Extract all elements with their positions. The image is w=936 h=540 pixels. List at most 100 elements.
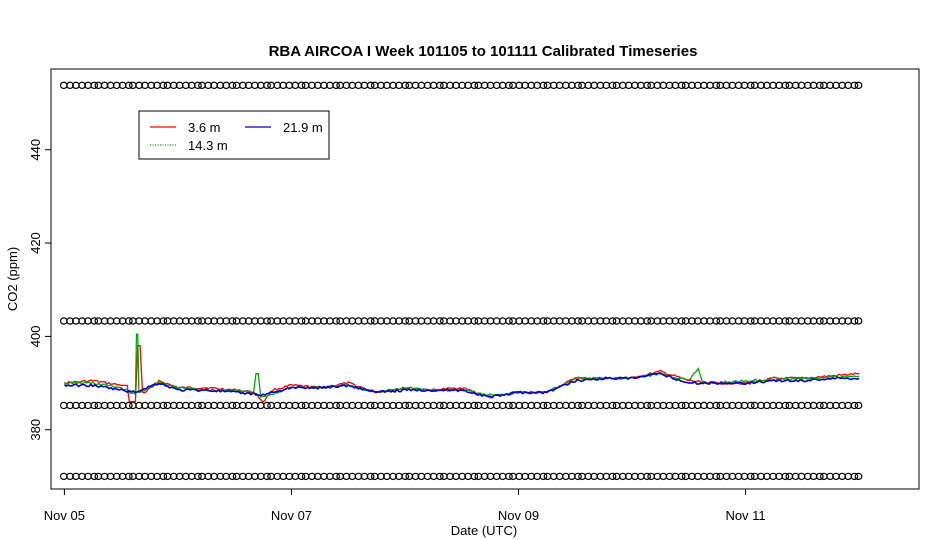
marker-circle <box>320 317 328 325</box>
series-lines <box>63 333 860 403</box>
marker-circle <box>539 472 548 481</box>
y-tick-label: 440 <box>28 139 43 161</box>
marker-circle <box>308 317 316 325</box>
marker-circle <box>688 317 696 325</box>
marker-circle <box>159 81 168 90</box>
marker-circle <box>124 81 133 90</box>
marker-circle <box>608 317 617 325</box>
marker-circle <box>791 472 800 481</box>
marker-circle <box>169 401 178 410</box>
marker-circle <box>285 81 294 90</box>
plot-frame <box>50 68 920 490</box>
marker-circle <box>643 401 651 410</box>
marker-circle <box>584 317 593 325</box>
marker-circle <box>263 401 271 410</box>
marker-circle <box>803 401 812 410</box>
x-tick-label: Nov 11 <box>725 508 765 523</box>
marker-circle <box>653 401 662 410</box>
marker-circle <box>124 472 133 481</box>
marker-circle <box>722 401 731 410</box>
chart-title: RBA AIRCOA I Week 101105 to 101111 Calib… <box>269 43 698 60</box>
y-axis-label: CO2 (ppm) <box>5 247 20 311</box>
marker-circle <box>781 472 790 481</box>
marker-circle <box>159 472 168 481</box>
marker-circle <box>228 472 237 481</box>
marker-circle <box>320 472 328 481</box>
marker-circle <box>665 317 674 325</box>
marker-circle <box>308 401 316 410</box>
marker-circle <box>850 472 859 481</box>
marker-circle <box>505 472 513 481</box>
marker-circle <box>688 472 696 481</box>
marker-circle <box>458 472 467 481</box>
marker-circle <box>722 472 731 481</box>
marker-circle <box>366 401 375 410</box>
y-tick-label: 400 <box>28 326 43 348</box>
marker-circle <box>826 317 834 325</box>
marker-circle <box>596 81 605 90</box>
marker-circle <box>297 472 306 481</box>
marker-circle <box>342 317 351 325</box>
marker-circle <box>480 81 489 90</box>
marker-circle <box>539 317 548 325</box>
legend-label: 14.3 m <box>188 138 228 153</box>
marker-circle <box>342 401 351 410</box>
marker-circle <box>854 472 863 481</box>
marker-circle <box>584 472 593 481</box>
marker-circle <box>389 317 398 325</box>
marker-circle <box>216 317 225 325</box>
marker-circle <box>228 401 237 410</box>
marker-circle <box>181 401 190 410</box>
marker-circle <box>366 472 375 481</box>
marker-circle <box>470 81 479 90</box>
marker-circle <box>618 81 627 90</box>
marker-circle <box>411 317 420 325</box>
marker-circle <box>781 317 790 325</box>
marker-circle <box>263 472 271 481</box>
marker-circle <box>722 81 731 90</box>
marker-circle <box>90 472 99 481</box>
marker-circle <box>238 317 247 325</box>
marker-circle <box>757 401 765 410</box>
marker-circle <box>100 81 109 90</box>
marker-circle <box>470 317 479 325</box>
marker-circle <box>147 401 156 410</box>
marker-circle <box>135 317 144 325</box>
marker-circle <box>389 401 398 410</box>
marker-circle <box>169 81 178 90</box>
marker-circle <box>78 401 86 410</box>
marker-circle <box>527 401 536 410</box>
marker-circle <box>826 401 834 410</box>
marker-circle <box>297 81 306 90</box>
marker-circle <box>539 81 548 90</box>
marker-circle <box>815 317 824 325</box>
marker-circle <box>757 472 765 481</box>
marker-circle <box>66 81 74 90</box>
marker-circle <box>584 81 593 90</box>
marker-circle <box>90 401 99 410</box>
marker-circle <box>677 317 686 325</box>
marker-circle <box>377 317 385 325</box>
marker-circle <box>135 81 144 90</box>
marker-circle <box>515 317 524 325</box>
marker-circle <box>159 401 168 410</box>
marker-circle <box>854 317 863 325</box>
marker-circle <box>228 317 237 325</box>
marker-circle <box>435 81 444 90</box>
marker-circle <box>608 401 617 410</box>
marker-circle <box>527 472 536 481</box>
marker-circle <box>803 472 812 481</box>
marker-circle <box>250 317 259 325</box>
marker-circle <box>273 81 282 90</box>
marker-circle <box>377 81 385 90</box>
marker-circle <box>470 401 479 410</box>
legend-label: 21.9 m <box>283 120 323 135</box>
marker-circle <box>665 81 674 90</box>
marker-circle <box>850 81 859 90</box>
marker-circle <box>643 317 651 325</box>
legend-label: 3.6 m <box>188 120 221 135</box>
marker-circle <box>389 472 398 481</box>
marker-circle <box>66 317 74 325</box>
marker-circle <box>688 81 696 90</box>
